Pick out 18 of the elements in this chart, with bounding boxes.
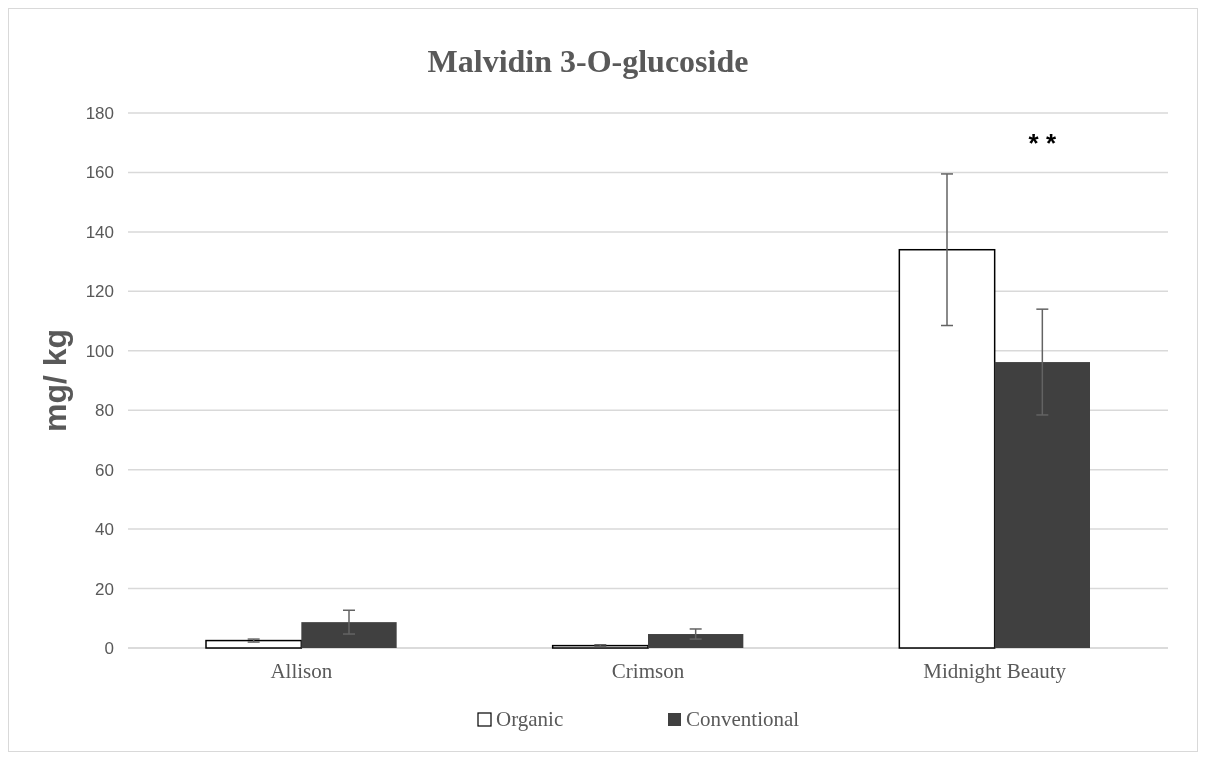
legend-label: Organic bbox=[496, 707, 564, 731]
x-tick-label: Crimson bbox=[611, 659, 685, 683]
y-tick-label: 120 bbox=[85, 282, 114, 302]
legend-label: Conventional bbox=[686, 707, 800, 731]
y-axis-title: mg/ kg bbox=[37, 328, 73, 433]
annotation: * * bbox=[1028, 128, 1057, 159]
y-tick-label: 40 bbox=[95, 520, 114, 540]
chart-title: Malvidin 3-O-glucoside bbox=[427, 43, 749, 79]
y-tick-label: 0 bbox=[104, 638, 114, 658]
y-tick-label: 20 bbox=[95, 579, 114, 599]
y-tick-label: 100 bbox=[85, 341, 114, 361]
y-tick-label: 140 bbox=[85, 222, 114, 242]
x-tick-label: Allison bbox=[270, 659, 333, 683]
x-tick-label: Midnight Beauty bbox=[923, 659, 1067, 683]
y-tick-label: 60 bbox=[95, 460, 114, 480]
y-tick-label: 180 bbox=[85, 103, 114, 123]
y-tick-label: 160 bbox=[85, 163, 114, 183]
y-tick-label: 80 bbox=[95, 401, 114, 421]
